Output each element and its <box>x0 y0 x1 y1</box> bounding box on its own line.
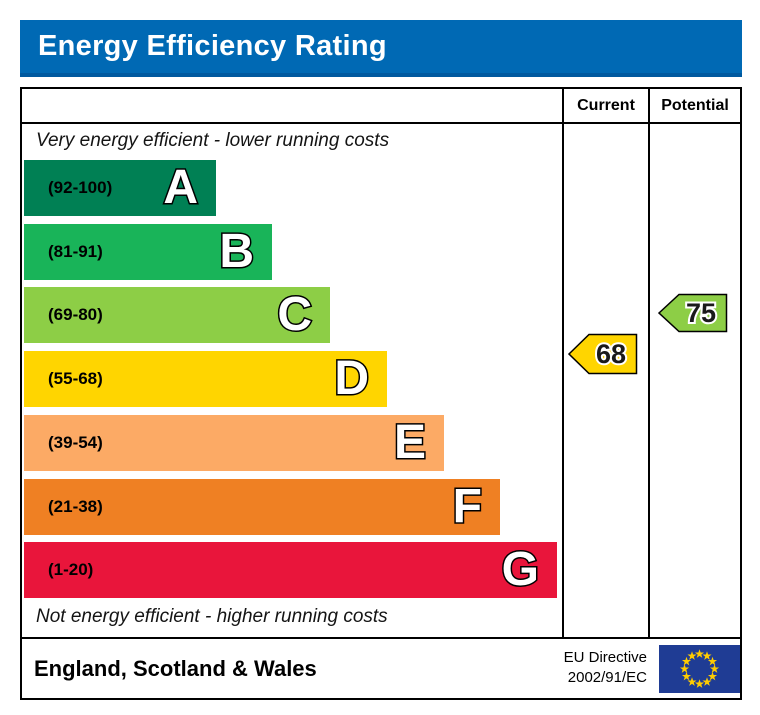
band-d: (55-68) D <box>24 351 387 407</box>
current-rating-value: 68 <box>596 339 626 369</box>
potential-rating-arrow: 75 <box>657 293 728 338</box>
column-header-potential: Potential <box>661 96 729 114</box>
caption-bottom: Not energy efficient - higher running co… <box>36 606 388 627</box>
current-rating-arrow: 68 <box>567 333 638 380</box>
header-divider <box>22 122 740 124</box>
band-letter: D <box>333 351 371 407</box>
caption-top: Very energy efficient - lower running co… <box>36 130 390 151</box>
page-title: Energy Efficiency Rating <box>38 30 387 62</box>
eu-directive-line1: EU Directive <box>563 649 647 666</box>
eu-flag-icon <box>659 645 740 693</box>
current-arrow-shape <box>567 333 638 375</box>
eu-directive-line2: 2002/91/EC <box>567 669 647 686</box>
band-letter: B <box>218 224 256 280</box>
band-letter: C <box>276 287 314 343</box>
band-letter: E <box>392 415 427 471</box>
band-range-label: (39-54) <box>48 433 103 452</box>
left-pointing-arrow-icon: 68 <box>567 333 638 375</box>
band-c: (69-80) C <box>24 287 330 343</box>
band-f: (21-38) F <box>24 479 500 535</box>
title-bar: Energy Efficiency Rating <box>20 20 742 77</box>
band-letter: G <box>500 542 540 598</box>
band-range-label: (1-20) <box>48 560 94 579</box>
band-letter: F <box>451 479 483 535</box>
band-range-label: (81-91) <box>48 242 103 261</box>
left-pointing-arrow-icon: 75 <box>657 293 728 333</box>
eu-directive-text: EU Directive 2002/91/EC <box>472 648 647 688</box>
band-range-label: (55-68) <box>48 369 103 388</box>
band-range-label: (69-80) <box>48 305 103 324</box>
footer: England, Scotland & Wales EU Directive 2… <box>22 639 740 698</box>
band-e: (39-54) E <box>24 415 444 471</box>
potential-rating-value: 75 <box>686 298 716 328</box>
band-b: (81-91) B <box>24 224 272 280</box>
current-column-divider <box>562 89 564 637</box>
band-letter: A <box>162 160 200 216</box>
potential-arrow-shape <box>657 293 728 333</box>
band-a: (92-100) A <box>24 160 216 216</box>
potential-column-divider <box>648 89 650 637</box>
footer-divider <box>22 637 740 639</box>
band-g: (1-20) G <box>24 542 557 598</box>
band-range-label: (21-38) <box>48 497 103 516</box>
footer-region-label: England, Scotland & Wales <box>34 656 317 681</box>
band-range-label: (92-100) <box>48 178 113 197</box>
rating-table: Current Potential Very energy efficient … <box>20 87 742 700</box>
column-header-current: Current <box>577 96 635 114</box>
